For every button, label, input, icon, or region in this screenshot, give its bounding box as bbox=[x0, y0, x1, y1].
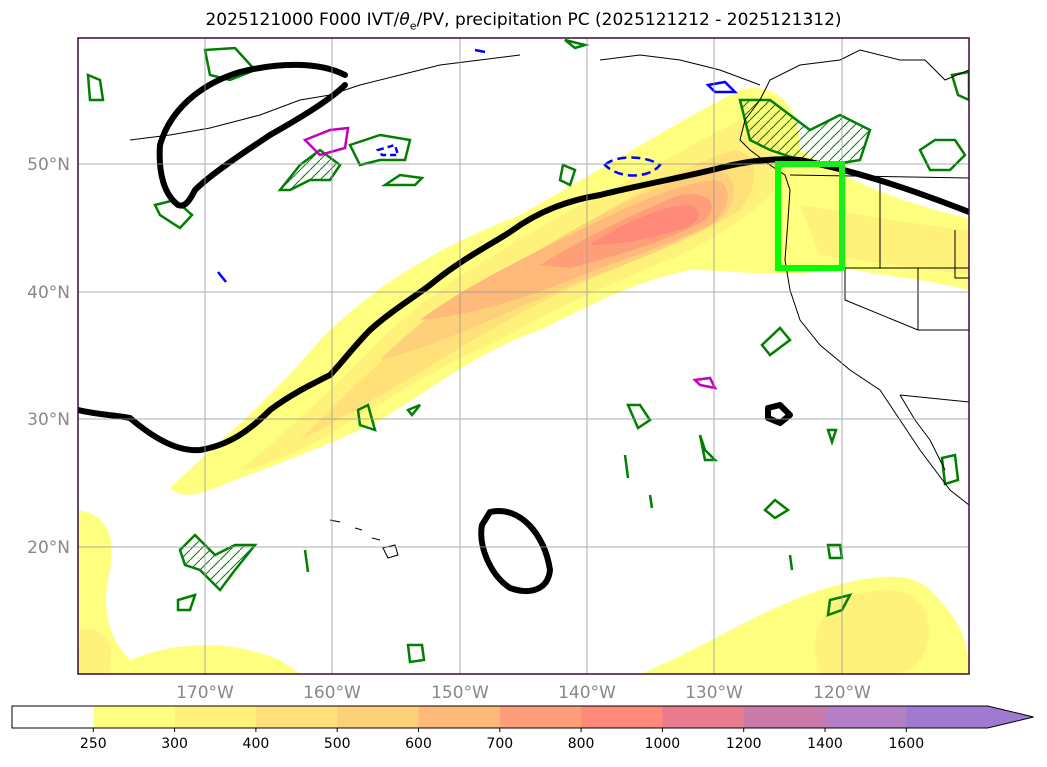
colorbar-segment bbox=[174, 706, 257, 728]
baja-california bbox=[899, 394, 946, 471]
black-contour-main bbox=[78, 156, 969, 454]
colorbar-segment bbox=[662, 706, 745, 728]
blue-dashed-contour bbox=[375, 143, 400, 157]
mexico-border bbox=[899, 394, 969, 403]
colorbar-tick-label: 1600 bbox=[888, 736, 924, 752]
state-border bbox=[844, 268, 969, 331]
green-contour bbox=[86, 73, 105, 102]
green-contour bbox=[348, 133, 412, 167]
blue-contour bbox=[217, 271, 227, 283]
blue-contour bbox=[705, 80, 739, 94]
lat-label: 50°N bbox=[27, 155, 70, 175]
green-contour bbox=[826, 428, 838, 446]
lon-label: 140°W bbox=[558, 683, 616, 703]
green-contour bbox=[918, 138, 967, 172]
ivt-300-south bbox=[815, 589, 929, 674]
colorbar-extend-arrow bbox=[906, 706, 1034, 728]
green-contour bbox=[380, 173, 425, 187]
blue-dashed-contour bbox=[603, 156, 662, 177]
ivt-800-core bbox=[590, 205, 700, 245]
green-contour bbox=[405, 403, 421, 418]
map-title: 2025121000 F000 IVT/θe/PV, precipitation… bbox=[205, 10, 842, 33]
state-border bbox=[954, 230, 969, 279]
green-contours bbox=[86, 38, 969, 664]
magenta-contours bbox=[302, 126, 718, 390]
green-contour bbox=[277, 148, 342, 192]
black-contour-northwest bbox=[156, 61, 348, 209]
ivt-shading bbox=[78, 88, 969, 674]
colorbar-segment bbox=[255, 706, 338, 728]
green-contour bbox=[760, 326, 792, 357]
map-panel bbox=[78, 38, 969, 674]
lat-label: 30°N bbox=[27, 410, 70, 430]
colorbar-tick-label: 1400 bbox=[807, 736, 843, 752]
hawaii-islands bbox=[329, 519, 399, 559]
green-contour bbox=[303, 549, 310, 573]
colorbar-tick-label: 600 bbox=[405, 736, 432, 752]
green-contour bbox=[940, 453, 960, 486]
green-contour bbox=[763, 498, 791, 520]
colorbar-border bbox=[11, 705, 1034, 729]
lon-label: 120°W bbox=[813, 683, 871, 703]
colorbar-segment bbox=[337, 706, 419, 728]
ivt-300-sw bbox=[78, 629, 111, 674]
blue-contours bbox=[217, 48, 739, 283]
colorbar-tick-label: 800 bbox=[568, 736, 595, 752]
green-contour bbox=[406, 643, 426, 664]
lon-label: 170°W bbox=[176, 683, 234, 703]
colorbar-segment bbox=[12, 706, 94, 728]
green-contour bbox=[176, 593, 197, 612]
lon-label: 150°W bbox=[431, 683, 489, 703]
map-frame bbox=[77, 37, 970, 675]
longitude-labels: 170°W 160°W 150°W 140°W 130°W 120°W bbox=[176, 683, 871, 703]
green-contour bbox=[203, 46, 258, 82]
colorbar-segment bbox=[499, 706, 582, 728]
colorbar-tick-label: 300 bbox=[161, 736, 188, 752]
green-contour bbox=[698, 434, 719, 462]
magenta-contour bbox=[302, 126, 350, 157]
green-contour bbox=[558, 163, 577, 187]
lat-label: 40°N bbox=[27, 283, 70, 303]
green-contour bbox=[626, 403, 652, 430]
lon-label: 130°W bbox=[685, 683, 743, 703]
green-contour bbox=[623, 454, 630, 479]
green-contour bbox=[564, 38, 590, 50]
green-contour bbox=[950, 70, 969, 102]
colorbar-tick-label: 400 bbox=[243, 736, 270, 752]
green-contour bbox=[788, 554, 794, 571]
colorbar-segment bbox=[581, 706, 663, 728]
colorbar-segment bbox=[93, 706, 176, 728]
colorbar-tick-label: 1000 bbox=[645, 736, 681, 752]
colorbar: 250 300 400 500 600 700 800 1000 1200 1400 1600 bbox=[11, 705, 1034, 752]
black-contour-circle bbox=[478, 507, 553, 594]
green-contour bbox=[356, 403, 377, 432]
green-contour bbox=[738, 98, 872, 167]
colorbar-segment bbox=[743, 706, 826, 728]
state-border bbox=[789, 174, 969, 179]
blue-contour bbox=[474, 48, 486, 54]
lon-label: 160°W bbox=[303, 683, 361, 703]
colorbar-segment bbox=[825, 706, 907, 728]
colorbar-tick-label: 1200 bbox=[726, 736, 762, 752]
gridlines bbox=[78, 38, 969, 674]
coastline-alaska-peninsula bbox=[599, 54, 761, 86]
green-contour bbox=[648, 494, 654, 509]
latitude-labels: 50°N 40°N 30°N 20°N bbox=[27, 155, 70, 558]
colorbar-tick-label: 250 bbox=[80, 736, 107, 752]
colorbar-segment bbox=[418, 706, 501, 728]
colorbar-tick-label: 500 bbox=[324, 736, 351, 752]
colorbar-tick-label: 700 bbox=[486, 736, 513, 752]
lat-label: 20°N bbox=[27, 538, 70, 558]
magenta-contour bbox=[692, 376, 718, 390]
